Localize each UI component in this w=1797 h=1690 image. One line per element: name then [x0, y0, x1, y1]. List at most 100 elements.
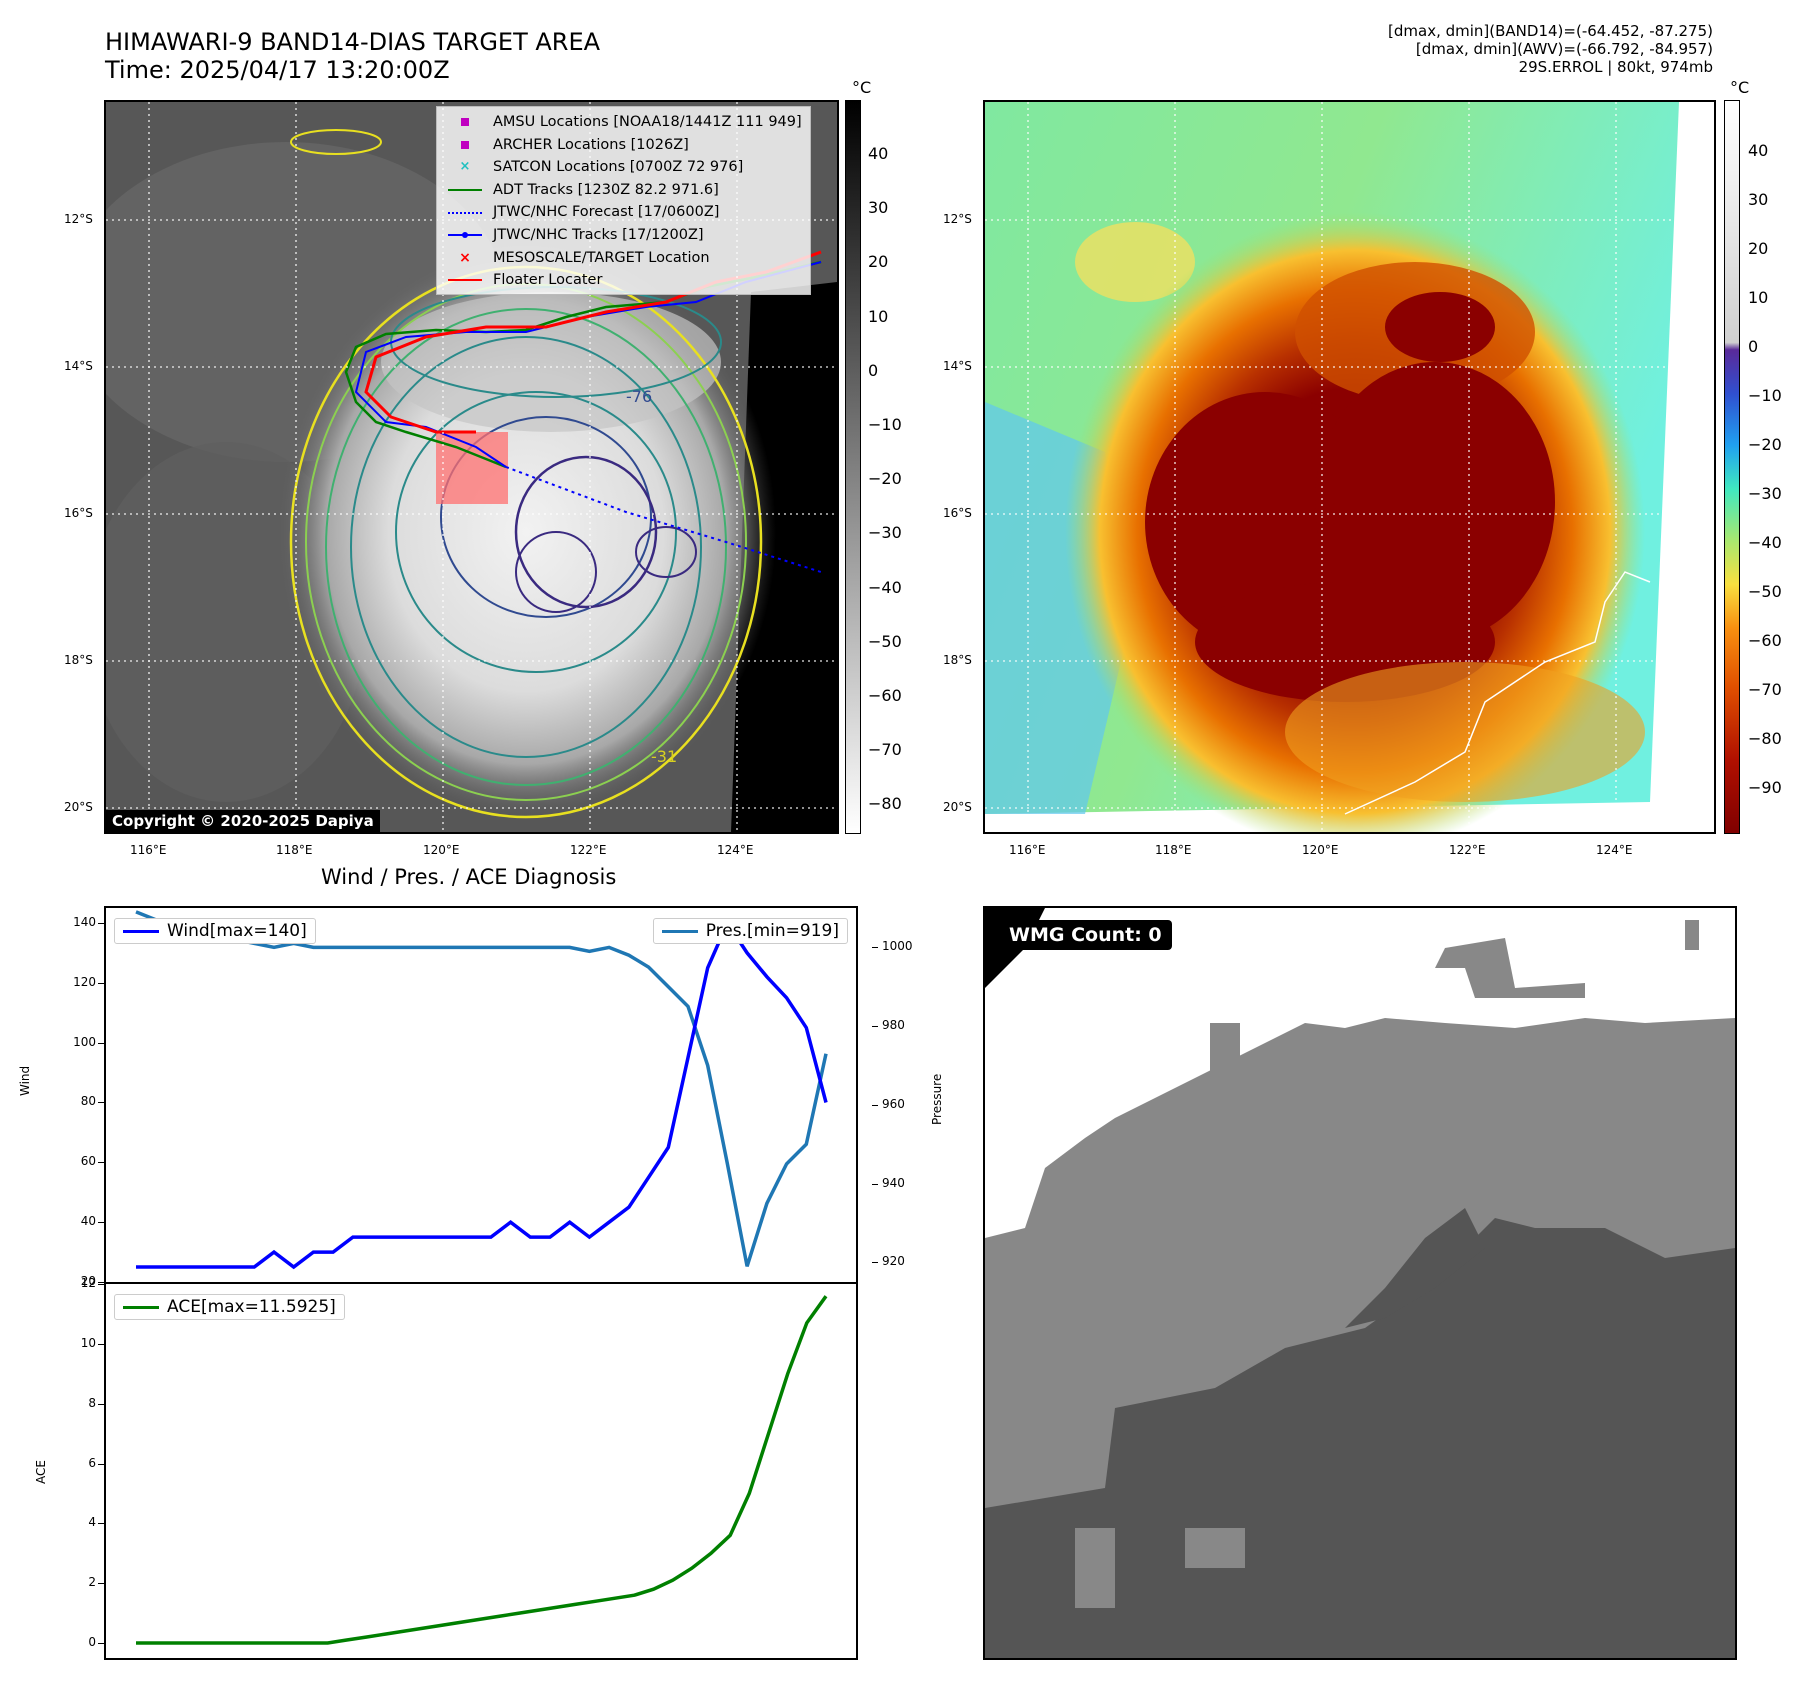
info-line-3: 29S.ERROL | 80kt, 974mb — [1518, 58, 1713, 76]
wmg-panel: WMG Count: 0 — [983, 906, 1737, 1660]
pressure-tick-mark — [872, 947, 878, 949]
legend-item-satcon: × SATCON Locations [0700Z 72 976] — [459, 159, 744, 176]
copyright-label: Copyright © 2020-2025 Dapiya — [106, 810, 380, 832]
lat-label: 16°S — [64, 506, 93, 520]
colorbar-tick: −30 — [1748, 484, 1782, 503]
wind-tick: 140 — [73, 914, 96, 929]
colorbar-tick: −80 — [868, 794, 902, 814]
colorbar-tick: −40 — [1748, 533, 1782, 552]
colorbar-tick: 20 — [1748, 239, 1769, 258]
ace-chart: ACE[max=11.5925] — [104, 1282, 858, 1660]
pressure-tick-mark — [872, 1026, 878, 1028]
wind-axis-label: Wind — [18, 1065, 32, 1096]
legend-item-amsu: AMSU Locations [NOAA18/1441Z 111 949] — [445, 111, 802, 134]
colorbar-tick: −10 — [868, 415, 902, 434]
lat-label: 12°S — [943, 212, 972, 226]
colorbar-tick: −70 — [1748, 680, 1782, 699]
lat-label: 12°S — [64, 212, 93, 226]
legend-item-archer: ARCHER Locations [1026Z] — [445, 134, 802, 157]
storm-info: [dmax, dmin](BAND14)=(-64.452, -87.275) … — [1388, 22, 1713, 76]
lon-label: 120°E — [423, 843, 460, 857]
wind-tick: 100 — [73, 1034, 96, 1049]
diagnosis-title: Wind / Pres. / ACE Diagnosis — [321, 865, 617, 889]
lat-label: 18°S — [943, 653, 972, 667]
colorbar-tick: −80 — [1748, 729, 1782, 748]
pressure-tick-mark — [872, 1104, 878, 1106]
ace-tick-mark — [98, 1463, 104, 1465]
legend-item-mesoscale: × MESOSCALE/TARGET Location — [459, 249, 710, 266]
pressure-tick: 960 — [882, 1096, 905, 1111]
legend-item-jtwc-tracks: JTWC/NHC Tracks [17/1200Z] — [445, 224, 802, 247]
lat-label: 16°S — [943, 506, 972, 520]
pressure-tick: 920 — [882, 1254, 905, 1269]
colorbar-tick: 0 — [1748, 337, 1759, 356]
colorbar-tick: 30 — [1748, 190, 1769, 209]
ace-tick: 10 — [80, 1335, 96, 1350]
colorbar-tick: −20 — [868, 469, 902, 489]
color-ir-colorbar — [1724, 100, 1740, 834]
lon-label: 124°E — [717, 843, 754, 857]
wind-tick-mark — [98, 982, 104, 984]
pressure-line — [135, 910, 828, 1267]
pressure-legend: Pres.[min=919] — [652, 918, 848, 944]
info-line-2: [dmax, dmin](AWV)=(-66.792, -84.957) — [1415, 40, 1713, 58]
lon-label: 120°E — [1302, 843, 1339, 857]
ace-tick: 4 — [88, 1515, 96, 1530]
ace-tick: 0 — [88, 1635, 96, 1650]
wind-tick: 40 — [80, 1214, 96, 1229]
lon-label: 124°E — [1596, 843, 1633, 857]
wmg-image — [985, 908, 1735, 1658]
ace-tick: 8 — [88, 1395, 96, 1410]
colorbar-tick: −60 — [868, 686, 902, 705]
wind-tick-mark — [98, 1162, 104, 1164]
lat-label: 14°S — [943, 359, 972, 373]
color-ir-map-image — [985, 102, 1714, 832]
ace-tick: 6 — [88, 1455, 96, 1470]
lat-label: 14°S — [64, 359, 93, 373]
ace-tick-mark — [98, 1284, 104, 1285]
colorbar-tick: −50 — [868, 631, 902, 651]
ace-tick-mark — [98, 1523, 104, 1525]
wind-tick-mark — [98, 922, 104, 924]
ace-legend: ACE[max=11.5925] — [114, 1294, 345, 1320]
pressure-axis-label: Pressure — [930, 1073, 944, 1125]
lon-label: 116°E — [1009, 843, 1046, 857]
colorbar-tick: −30 — [868, 523, 902, 543]
lon-label: 116°E — [130, 843, 167, 857]
ace-tick: 2 — [88, 1575, 96, 1590]
colorbar-tick: −20 — [1748, 435, 1782, 454]
ace-plot — [136, 1295, 828, 1645]
figure-title: HIMAWARI-9 BAND14-DIAS TARGET AREA Time:… — [105, 28, 600, 84]
pressure-tick: 1000 — [882, 939, 913, 954]
ace-axis-label: ACE — [34, 1460, 48, 1484]
colorbar-tick: 10 — [868, 306, 889, 326]
pressure-tick: 980 — [882, 1018, 905, 1033]
wind-tick-mark — [98, 1102, 104, 1104]
pressure-tick: 940 — [882, 1175, 905, 1190]
colorbar-tick: −50 — [1748, 582, 1782, 601]
colorbar-tick: 20 — [868, 252, 889, 272]
wind-pressure-chart: Wind[max=140] Pres.[min=919] — [104, 906, 858, 1284]
wmg-count-label: WMG Count: 0 — [999, 920, 1172, 950]
wind-legend: Wind[max=140] — [114, 918, 316, 944]
track-legend: AMSU Locations [NOAA18/1441Z 111 949] AR… — [436, 106, 811, 295]
colorbar-tick: 40 — [868, 144, 889, 163]
contour-label: -31 — [651, 747, 677, 766]
ace-tick-mark — [98, 1643, 104, 1645]
ir-map-panel: -31 -76 AMSU Locations [NOAA18/1441Z 111… — [104, 100, 839, 834]
info-line-1: [dmax, dmin](BAND14)=(-64.452, -87.275) — [1388, 22, 1713, 40]
wind-tick-mark — [98, 1222, 104, 1224]
colorbar-tick: −60 — [1748, 631, 1782, 650]
legend-item-forecast: JTWC/NHC Forecast [17/0600Z] — [445, 201, 802, 224]
colorbar-tick: 30 — [868, 198, 889, 218]
wind-tick-mark — [98, 1042, 104, 1044]
ace-line — [136, 1295, 828, 1645]
colorbar-tick: −40 — [868, 577, 902, 597]
lon-label: 122°E — [570, 843, 607, 857]
wind-tick: 60 — [80, 1154, 96, 1169]
legend-item-floater: Floater Locater — [445, 269, 802, 292]
lon-label: 122°E — [1449, 843, 1486, 857]
lon-label: 118°E — [1155, 843, 1192, 857]
pressure-tick-mark — [872, 1262, 878, 1264]
wind-tick: 80 — [80, 1094, 96, 1109]
